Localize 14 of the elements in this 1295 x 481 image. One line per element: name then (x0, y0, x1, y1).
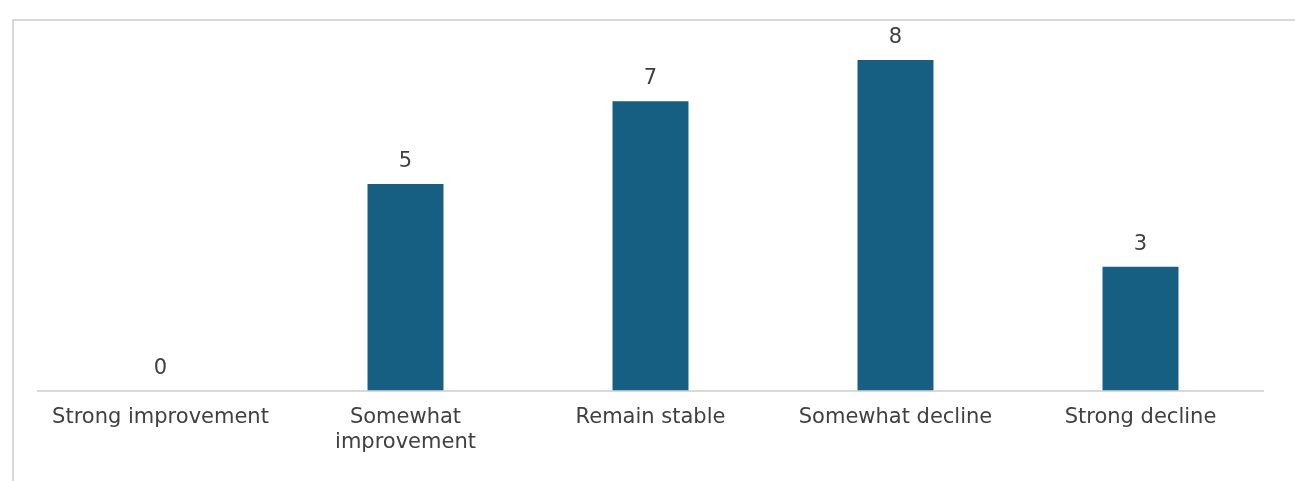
bar (367, 183, 444, 391)
bar (857, 60, 934, 391)
data-label: 8 (888, 23, 903, 48)
x-tick-label: Strong improvement (52, 403, 269, 428)
x-tick-label: Remain stable (575, 403, 726, 428)
data-label: 7 (643, 65, 658, 90)
bar (1102, 266, 1179, 391)
bar (612, 101, 689, 391)
data-label: 5 (398, 147, 413, 172)
data-label: 0 (153, 354, 168, 379)
x-tick-label: Somewhat improvement (335, 403, 476, 453)
x-tick-label: Strong decline (1064, 403, 1217, 428)
data-label: 3 (1133, 230, 1148, 255)
x-tick-label: Somewhat decline (798, 403, 993, 428)
